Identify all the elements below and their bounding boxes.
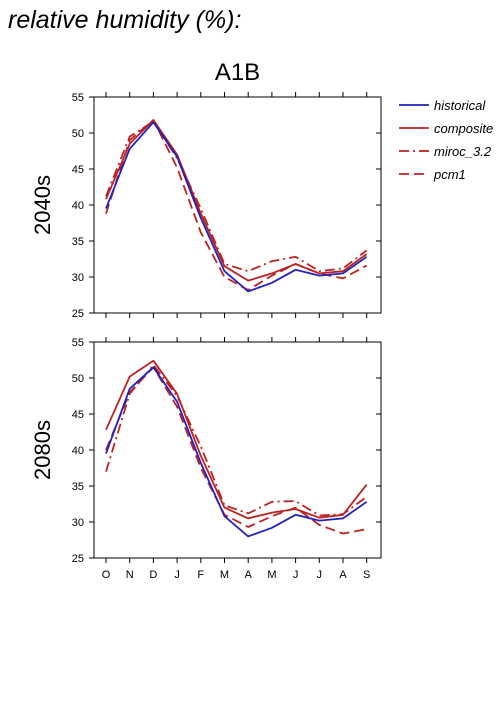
series-line-pcm1 xyxy=(105,119,368,291)
series-line-composite xyxy=(105,119,368,282)
y-tick-label: 40 xyxy=(72,200,84,212)
y-tick-label: 50 xyxy=(72,373,84,385)
y-tick-label: 45 xyxy=(72,409,84,421)
page-title: relative humidity (%): xyxy=(8,6,242,34)
x-tick-label: S xyxy=(363,569,370,581)
y-axis-label: 2080s xyxy=(30,420,55,480)
legend-label: miroc_3.2 xyxy=(434,144,492,159)
x-tick-label: A xyxy=(245,569,253,581)
x-tick-label: O xyxy=(102,569,111,581)
x-tick-label: J xyxy=(293,569,299,581)
y-axis-label: 2040s xyxy=(30,175,55,235)
legend-label: composite xyxy=(434,121,493,136)
series-line-historical xyxy=(105,121,368,293)
series-line-composite xyxy=(105,359,368,520)
y-tick-label: 50 xyxy=(72,128,84,140)
panel-1: 25 30 35 40 45 50 55 O N D J F M A M J J A S 2080s xyxy=(30,337,382,581)
y-tick-label: 35 xyxy=(72,236,84,248)
series-line-miroc-3-2 xyxy=(105,364,368,517)
plot-frame xyxy=(93,96,382,314)
y-tick-label: 40 xyxy=(72,445,84,457)
legend: historical composite miroc_3.2 pcm1 xyxy=(399,98,493,182)
y-tick-label: 55 xyxy=(72,92,84,104)
chart-title: A1B xyxy=(215,59,260,86)
y-tick-label: 30 xyxy=(72,272,84,284)
x-tick-label: J xyxy=(317,569,323,581)
y-tick-label: 30 xyxy=(72,517,84,529)
panel-0: 25 30 35 40 45 50 55 2040s xyxy=(30,92,382,320)
y-tick-label: 35 xyxy=(72,481,84,493)
legend-label: historical xyxy=(434,98,486,113)
plot-frame xyxy=(93,341,382,559)
y-tick-label: 25 xyxy=(72,308,84,320)
x-tick-label: F xyxy=(197,569,204,581)
x-tick-label: M xyxy=(220,569,229,581)
legend-label: pcm1 xyxy=(433,167,466,182)
x-tick-label: D xyxy=(149,569,157,581)
y-tick-label: 25 xyxy=(72,553,84,565)
y-tick-label: 55 xyxy=(72,337,84,349)
x-tick-label: A xyxy=(339,569,347,581)
y-tick-label: 45 xyxy=(72,164,84,176)
series-line-historical xyxy=(105,366,368,538)
series-line-miroc-3-2 xyxy=(105,120,368,273)
x-tick-label: N xyxy=(126,569,134,581)
x-tick-label: J xyxy=(174,569,180,581)
x-tick-label: M xyxy=(267,569,276,581)
